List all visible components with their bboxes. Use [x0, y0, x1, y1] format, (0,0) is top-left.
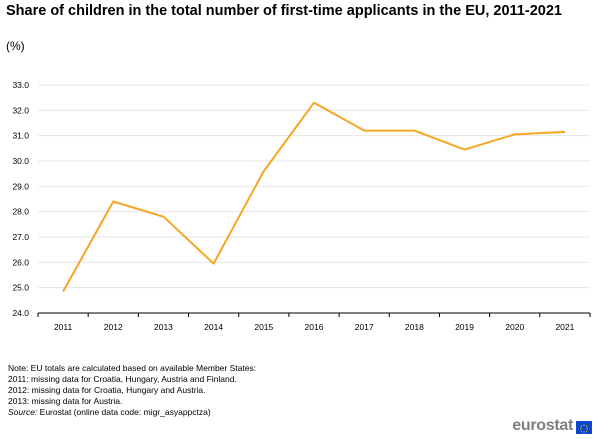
note-line: 2013: missing data for Austria.	[8, 396, 123, 406]
eu-flag-icon	[576, 420, 592, 434]
grid-lines	[38, 84, 590, 289]
eurostat-logo: eurostat	[512, 417, 592, 435]
y-tick-label: 32.0	[12, 105, 29, 115]
note-line: Note: EU totals are calculated based on …	[8, 363, 257, 373]
y-tick-label: 24.0	[12, 308, 29, 318]
x-tick-label: 2019	[455, 322, 474, 332]
y-tick-label: 28.0	[12, 207, 29, 217]
y-tick-label: 30.0	[12, 156, 29, 166]
note-line: 2012: missing data for Croatia, Hungary …	[8, 385, 206, 395]
y-tick-label: 27.0	[12, 232, 29, 242]
x-tick-label: 2018	[405, 322, 424, 332]
x-tick-label: 2011	[54, 322, 73, 332]
source-text: Eurostat (online data code: migr_asyappc…	[37, 407, 211, 417]
x-axis-ticks: 2011 2012 2013 2014 2015 2016 2017 2018 2019 2020…	[37, 313, 591, 332]
y-tick-label: 31.0	[12, 131, 29, 141]
line-chart: 24.0 25.0 26.0 27.0 28.0 29.0 30.0 31.0 32.0 33.0…	[12, 80, 591, 332]
chart-notes: Note: EU totals are calculated based on …	[8, 363, 256, 418]
y-axis-ticks: 24.0 25.0 26.0 27.0 28.0 29.0 30.0 31.0 32.0 33.0	[12, 80, 29, 318]
series-layer	[62, 101, 565, 292]
x-tick-label: 2013	[154, 322, 173, 332]
source-label: Source:	[8, 407, 38, 417]
note-line: 2011: missing data for Croatia, Hungary,…	[8, 374, 237, 384]
series-line	[62, 101, 565, 292]
x-tick-label: 2020	[505, 322, 524, 332]
x-tick-label: 2012	[104, 322, 123, 332]
x-tick-label: 2017	[355, 322, 374, 332]
y-tick-label: 25.0	[12, 283, 29, 293]
y-tick-label: 33.0	[12, 80, 29, 90]
chart-title: Share of children in the total number of…	[6, 3, 562, 19]
x-tick-label: 2016	[305, 322, 324, 332]
x-tick-label: 2015	[254, 322, 273, 332]
x-tick-label: 2014	[204, 322, 223, 332]
chart-subtitle: (%)	[6, 39, 25, 53]
y-tick-label: 26.0	[12, 257, 29, 267]
source-line: Source: Eurostat (online data code: migr…	[8, 407, 256, 418]
logo-text: eurostat	[512, 417, 573, 434]
x-tick-label: 2021	[555, 322, 574, 332]
y-tick-label: 29.0	[12, 181, 29, 191]
